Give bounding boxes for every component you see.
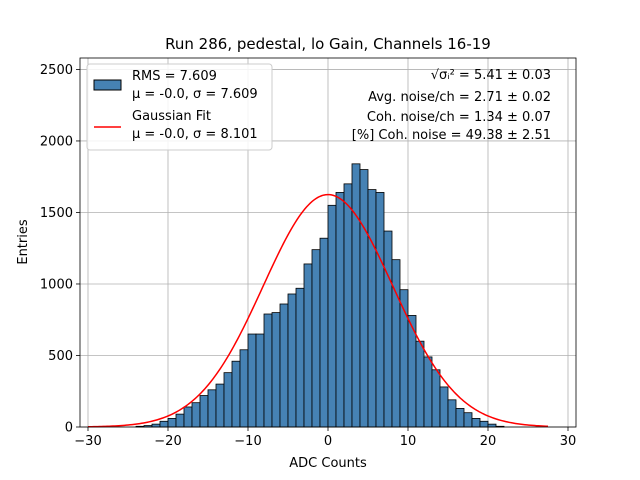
histogram-bar bbox=[319, 237, 329, 428]
x-tick-label: 20 bbox=[480, 434, 497, 449]
x-tick-label: 30 bbox=[560, 434, 577, 449]
histogram-bar bbox=[223, 372, 233, 428]
histogram-bar bbox=[295, 287, 305, 428]
histogram-bar bbox=[471, 418, 481, 428]
histogram-bar bbox=[175, 413, 185, 428]
x-tick-label: 10 bbox=[400, 434, 417, 449]
x-tick-label: 0 bbox=[324, 434, 332, 449]
histogram-bar bbox=[343, 183, 353, 428]
y-axis-label: Entries bbox=[16, 219, 31, 265]
histogram-bar bbox=[151, 423, 161, 428]
y-axis-ticks: 0 500 1000 1500 2000 2500 bbox=[40, 63, 80, 436]
legend-fit-label: Gaussian Fit bbox=[132, 109, 211, 124]
histogram-bar bbox=[287, 293, 297, 428]
histogram-bar bbox=[191, 402, 201, 428]
histogram-bar bbox=[487, 423, 497, 428]
histogram-bar bbox=[255, 333, 265, 428]
histogram-bar bbox=[279, 303, 289, 428]
histogram-bar bbox=[455, 408, 465, 428]
y-tick-label: 1000 bbox=[40, 277, 73, 292]
histogram-bar bbox=[335, 192, 345, 428]
histogram-bar bbox=[423, 356, 433, 428]
legend-histogram-label: RMS = 7.609 bbox=[132, 69, 217, 84]
histogram-bar bbox=[303, 263, 313, 428]
histogram-bar bbox=[271, 312, 281, 428]
legend: RMS = 7.609 μ = -0.0, σ = 7.609 Gaussian… bbox=[86, 63, 273, 151]
histogram-bar bbox=[311, 249, 321, 428]
histogram-bar bbox=[391, 259, 401, 428]
legend-box bbox=[86, 63, 273, 151]
x-axis-ticks: −30 −20 −10 0 10 20 30 bbox=[74, 427, 576, 449]
legend-fit-label-line2: μ = -0.0, σ = 8.101 bbox=[132, 127, 258, 142]
y-tick-label: 2000 bbox=[40, 134, 73, 149]
histogram-bar bbox=[159, 420, 169, 428]
x-axis-label: ADC Counts bbox=[289, 456, 367, 471]
histogram-bar bbox=[207, 389, 217, 428]
histogram-bar bbox=[463, 412, 473, 428]
histogram-bar bbox=[167, 418, 177, 428]
y-tick-label: 1500 bbox=[40, 206, 73, 221]
chart-title: Run 286, pedestal, lo Gain, Channels 16-… bbox=[165, 35, 491, 53]
histogram-bar bbox=[415, 340, 425, 428]
histogram-bar bbox=[383, 230, 393, 428]
histogram-bar bbox=[351, 163, 361, 428]
histogram-bar bbox=[367, 189, 377, 428]
histogram-bar bbox=[479, 420, 489, 428]
histogram-bar bbox=[263, 313, 273, 428]
y-tick-label: 2500 bbox=[40, 63, 73, 78]
histogram-bar bbox=[183, 406, 193, 428]
histogram-bar bbox=[231, 360, 241, 428]
annotation-coh-noise: Coh. noise/ch = 1.34 ± 0.07 bbox=[367, 110, 551, 125]
gaussian-fit-line bbox=[87, 193, 549, 428]
annotation-avg-noise: Avg. noise/ch = 2.71 ± 0.02 bbox=[368, 90, 551, 105]
y-tick-label: 500 bbox=[48, 349, 73, 364]
annotation-sigma-i: √σᵢ² = 5.41 ± 0.03 bbox=[431, 68, 551, 83]
histogram-bar bbox=[215, 383, 225, 428]
histogram-bar bbox=[199, 395, 209, 428]
x-tick-label: −30 bbox=[74, 434, 101, 449]
histogram-bar bbox=[239, 349, 249, 428]
annotation-coh-noise-percent: [%] Coh. noise = 49.38 ± 2.51 bbox=[352, 128, 551, 143]
histogram-bar bbox=[439, 386, 449, 428]
histogram-bar bbox=[359, 169, 369, 428]
x-tick-label: −20 bbox=[154, 434, 181, 449]
histogram-bar bbox=[447, 399, 457, 428]
legend-histogram-swatch bbox=[93, 79, 122, 91]
histogram-bars bbox=[135, 163, 505, 428]
x-tick-label: −10 bbox=[234, 434, 261, 449]
y-tick-label: 0 bbox=[65, 421, 73, 436]
histogram-bar bbox=[431, 369, 441, 428]
histogram-bar bbox=[327, 204, 337, 428]
legend-histogram-label-line2: μ = -0.0, σ = 7.609 bbox=[132, 87, 258, 102]
histogram-bar bbox=[247, 333, 257, 428]
histogram-bar bbox=[375, 192, 385, 428]
